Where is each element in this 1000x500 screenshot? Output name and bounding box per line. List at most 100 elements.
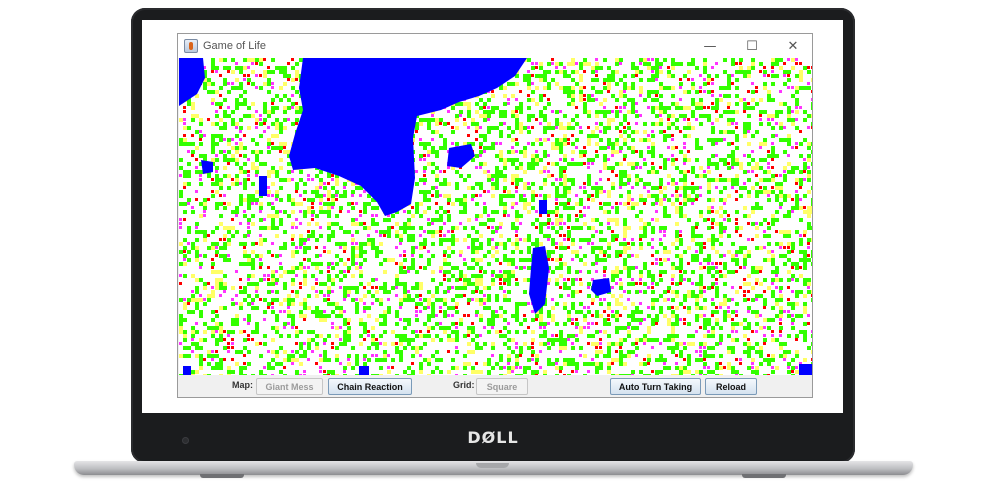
cell	[531, 346, 534, 349]
cell	[803, 294, 807, 298]
cell	[231, 110, 235, 114]
cell	[411, 262, 415, 266]
cell	[243, 134, 246, 137]
cell	[607, 194, 611, 198]
cell	[295, 102, 298, 105]
cell	[215, 250, 219, 254]
cell	[403, 286, 407, 290]
cell	[627, 190, 631, 194]
cell	[527, 162, 531, 166]
cell	[515, 186, 518, 189]
cell	[271, 298, 275, 302]
cell	[223, 158, 227, 162]
cell	[675, 314, 679, 318]
cell	[519, 90, 522, 93]
cell	[735, 226, 739, 230]
life-grid-svg[interactable]	[179, 58, 812, 375]
cell	[243, 154, 247, 158]
cell	[639, 90, 643, 94]
cell	[511, 146, 514, 149]
cell	[331, 342, 334, 345]
cell	[675, 266, 679, 270]
cell	[395, 234, 399, 238]
cell	[595, 114, 599, 118]
cell	[631, 314, 635, 318]
cell	[671, 178, 675, 182]
cell	[423, 210, 427, 214]
cell	[179, 166, 183, 170]
cell	[183, 134, 186, 137]
cell	[663, 290, 667, 294]
cell	[523, 74, 527, 78]
cell	[755, 202, 759, 206]
cell	[607, 254, 611, 258]
cell	[719, 262, 722, 265]
cell	[491, 238, 494, 241]
cell	[515, 74, 519, 78]
cell	[687, 158, 691, 162]
cell	[359, 318, 363, 322]
cell	[691, 282, 694, 285]
life-grid-canvas[interactable]	[179, 58, 812, 375]
cell	[807, 226, 811, 230]
cell	[431, 302, 435, 306]
cell	[239, 66, 243, 70]
cell	[467, 334, 470, 337]
cell	[663, 186, 667, 190]
cell	[267, 250, 271, 254]
cell	[295, 78, 298, 81]
cell	[327, 358, 331, 362]
cell	[727, 78, 731, 82]
maximize-button[interactable]: ☐	[746, 38, 758, 54]
cell	[579, 238, 583, 242]
cell	[259, 254, 263, 258]
cell	[551, 58, 554, 61]
cell	[495, 178, 499, 182]
cell	[607, 242, 611, 246]
cell	[743, 110, 746, 113]
cell	[791, 110, 794, 113]
cell	[675, 342, 679, 346]
cell	[643, 266, 647, 270]
cell	[795, 142, 798, 145]
cell	[319, 178, 323, 182]
cell	[639, 278, 642, 281]
cell	[711, 346, 715, 350]
cell	[675, 294, 679, 298]
cell	[315, 194, 319, 198]
cell	[591, 234, 595, 238]
cell	[507, 362, 510, 365]
cell	[771, 250, 774, 253]
cell	[567, 178, 571, 182]
cell	[807, 114, 811, 118]
cell	[207, 198, 210, 201]
cell	[679, 254, 683, 258]
cell	[231, 322, 235, 326]
cell	[211, 178, 214, 181]
cell	[331, 178, 334, 181]
cell	[587, 114, 591, 118]
cell	[239, 262, 243, 266]
title-bar[interactable]: Game of Life — ☐ ✕	[178, 34, 812, 58]
cell	[479, 302, 483, 306]
cell	[699, 290, 703, 294]
cell	[775, 182, 779, 186]
cell	[435, 150, 439, 154]
cell	[235, 86, 239, 90]
cell	[663, 258, 667, 262]
cell	[255, 150, 259, 154]
close-button[interactable]: ✕	[787, 38, 799, 54]
minimize-button[interactable]: —	[703, 38, 717, 54]
cell	[583, 354, 587, 358]
cell	[667, 214, 671, 218]
cell	[727, 178, 731, 182]
cell	[275, 270, 278, 273]
cell	[791, 118, 795, 122]
cell	[535, 138, 539, 142]
cell	[291, 362, 294, 365]
cell	[459, 270, 463, 274]
cell	[719, 206, 723, 210]
cell	[291, 222, 295, 226]
cell	[703, 258, 707, 262]
cell	[603, 166, 607, 170]
